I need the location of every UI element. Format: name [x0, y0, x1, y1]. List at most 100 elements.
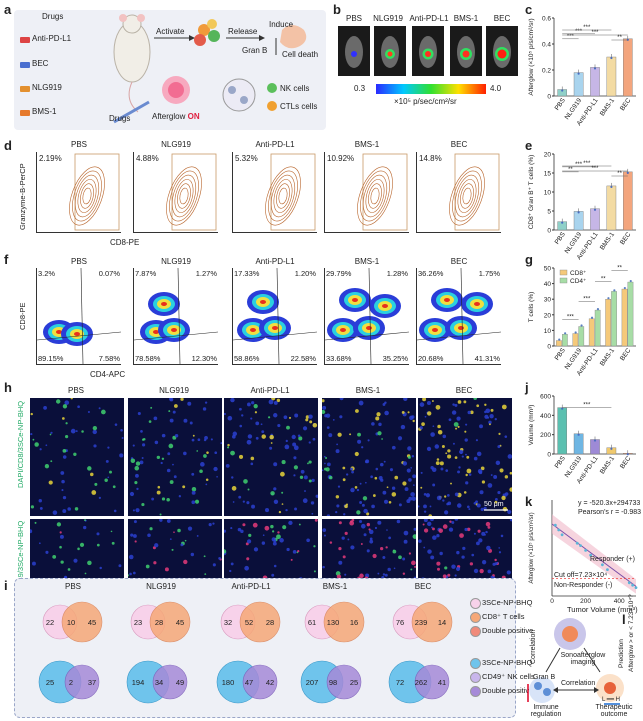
- cell-dot: [431, 467, 437, 473]
- l-right: Therapeutic outcome: [595, 704, 633, 718]
- cell-dot: [59, 531, 62, 534]
- cell-dot: [231, 434, 236, 439]
- cell-dot: [104, 478, 108, 483]
- cell-dot: [347, 538, 350, 541]
- cell-dot: [292, 549, 297, 554]
- cell-dot: [279, 538, 284, 543]
- venn-circle-b: [152, 664, 188, 700]
- cell-dot: [356, 510, 361, 515]
- cell-dot: [436, 561, 441, 566]
- cell-dot: [445, 469, 449, 472]
- cell-dot: [52, 554, 57, 559]
- cell-dot: [137, 411, 141, 416]
- cell-dot: [270, 442, 273, 444]
- cell-dot: [277, 531, 280, 534]
- b-cond-1: PBS: [345, 14, 362, 23]
- cell-dot: [338, 547, 342, 551]
- cell-dot: [430, 519, 434, 522]
- cell-dot: [400, 424, 406, 430]
- venn-a: 194: [132, 678, 145, 687]
- cell-dot: [114, 423, 118, 426]
- cell-dot: [366, 512, 370, 516]
- cell-dot: [435, 404, 441, 410]
- cell-dot: [457, 425, 460, 428]
- cell-dot: [251, 401, 255, 405]
- cell-dot: [323, 467, 327, 471]
- cell-dot: [81, 430, 84, 433]
- cell-dot: [335, 449, 340, 454]
- venn-title: BMS-1: [322, 582, 348, 591]
- contour: [174, 179, 194, 213]
- contour: [365, 179, 385, 213]
- panel-label-j: j: [525, 380, 529, 395]
- contour: [449, 166, 485, 226]
- sig-label: ***: [567, 315, 575, 321]
- cell-dot: [372, 553, 377, 559]
- step-activate: Activate: [156, 27, 185, 36]
- cell-dot: [173, 531, 175, 533]
- cell-dot: [361, 503, 365, 507]
- gate-v: [276, 268, 280, 364]
- cell-dot: [324, 462, 326, 465]
- cell-dot: [130, 533, 134, 537]
- cell-dot: [118, 564, 122, 568]
- cell-dot: [501, 404, 507, 410]
- venn-b: 45: [176, 618, 184, 627]
- h-bg: [224, 398, 318, 516]
- cell-dot: [468, 473, 472, 476]
- cell-dot: [350, 545, 355, 550]
- cell-dot: [465, 453, 467, 456]
- b-imaging: [338, 26, 518, 94]
- cell-dot: [311, 478, 315, 483]
- contour: [166, 166, 202, 226]
- x-tick-label: BMS-1: [599, 97, 616, 118]
- venn: 25 2 37: [38, 660, 100, 704]
- cell-dot: [200, 462, 205, 467]
- cell-dot: [128, 554, 134, 560]
- data-point: [577, 72, 580, 75]
- cell-dot: [98, 496, 102, 500]
- cell-dot: [107, 446, 110, 449]
- cell-dot: [62, 509, 67, 514]
- venn-circle-b: [411, 601, 453, 643]
- cell-dot: [466, 455, 470, 459]
- cell-dot: [206, 451, 209, 454]
- cell-dot: [75, 430, 78, 433]
- cell-dot: [306, 538, 310, 543]
- cell-dot: [171, 548, 174, 551]
- d-title: BEC: [450, 140, 468, 149]
- cell-dot: [238, 495, 242, 499]
- h-image: [224, 398, 318, 516]
- cell-dot: [32, 561, 36, 566]
- cell-dot: [452, 442, 455, 445]
- cell-dot: [251, 504, 256, 509]
- panel-b: PBS NLG919 Anti-PD-L1 BMS-1 BEC: [336, 14, 520, 118]
- cell-dot: [457, 400, 462, 404]
- y-tick-label: 20: [544, 312, 552, 319]
- cell-dot: [216, 476, 218, 478]
- venn-a: 72: [396, 678, 404, 687]
- venn-ab: 10: [67, 618, 75, 627]
- cell-dot: [30, 505, 35, 509]
- legend-label: 3SCe-NP-BHQ: [482, 658, 533, 667]
- cell-dot: [302, 498, 308, 504]
- cell-dot: [312, 437, 316, 441]
- cell-dot: [410, 492, 415, 497]
- cell-dot: [281, 460, 286, 465]
- bar: [621, 288, 628, 347]
- cell-dot: [34, 442, 39, 447]
- venn-a: 180: [222, 678, 235, 687]
- legend-label: CD8⁺: [570, 270, 587, 277]
- contour: [278, 187, 288, 205]
- cell-dot: [231, 476, 234, 479]
- cell-dot: [227, 443, 230, 447]
- cell-dot: [378, 476, 383, 480]
- legend-swatch: [559, 269, 568, 276]
- afterglow-word: Afterglow: [152, 112, 186, 121]
- x-tick-label: BEC: [619, 231, 633, 246]
- f-quadrant-br: 12.30%: [191, 354, 217, 363]
- y-tick-label: 600: [540, 394, 551, 401]
- cell-dot: [213, 466, 218, 472]
- venn-b: 49: [176, 678, 184, 687]
- cell-dot: [427, 549, 432, 554]
